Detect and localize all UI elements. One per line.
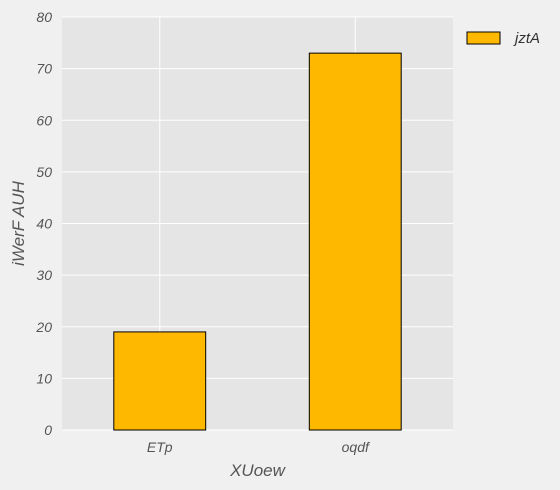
y-tick-label: 80 xyxy=(36,9,52,25)
y-tick-label: 50 xyxy=(36,164,52,180)
y-tick-label: 0 xyxy=(44,422,52,438)
x-tick-labels: ETp oqdf xyxy=(147,439,371,455)
x-tick-label: oqdf xyxy=(342,439,371,455)
y-tick-label: 60 xyxy=(36,112,52,128)
y-tick-label: 10 xyxy=(36,370,52,386)
bars xyxy=(113,52,402,431)
bar xyxy=(113,331,207,431)
bar xyxy=(308,52,402,431)
y-tick-label: 20 xyxy=(35,319,52,335)
y-axis-label: iWerF AUH xyxy=(9,180,28,265)
legend: jztA xyxy=(466,30,540,47)
y-tick-label: 70 xyxy=(36,61,52,77)
y-tick-labels: 0 10 20 30 40 50 60 70 80 xyxy=(35,9,52,438)
y-tick-label: 30 xyxy=(36,267,52,283)
y-tick-label: 40 xyxy=(36,216,52,232)
x-tick-label: ETp xyxy=(147,439,173,455)
x-axis-label: XUoew xyxy=(229,461,287,480)
legend-label: jztA xyxy=(513,30,540,47)
legend-swatch xyxy=(466,31,501,45)
